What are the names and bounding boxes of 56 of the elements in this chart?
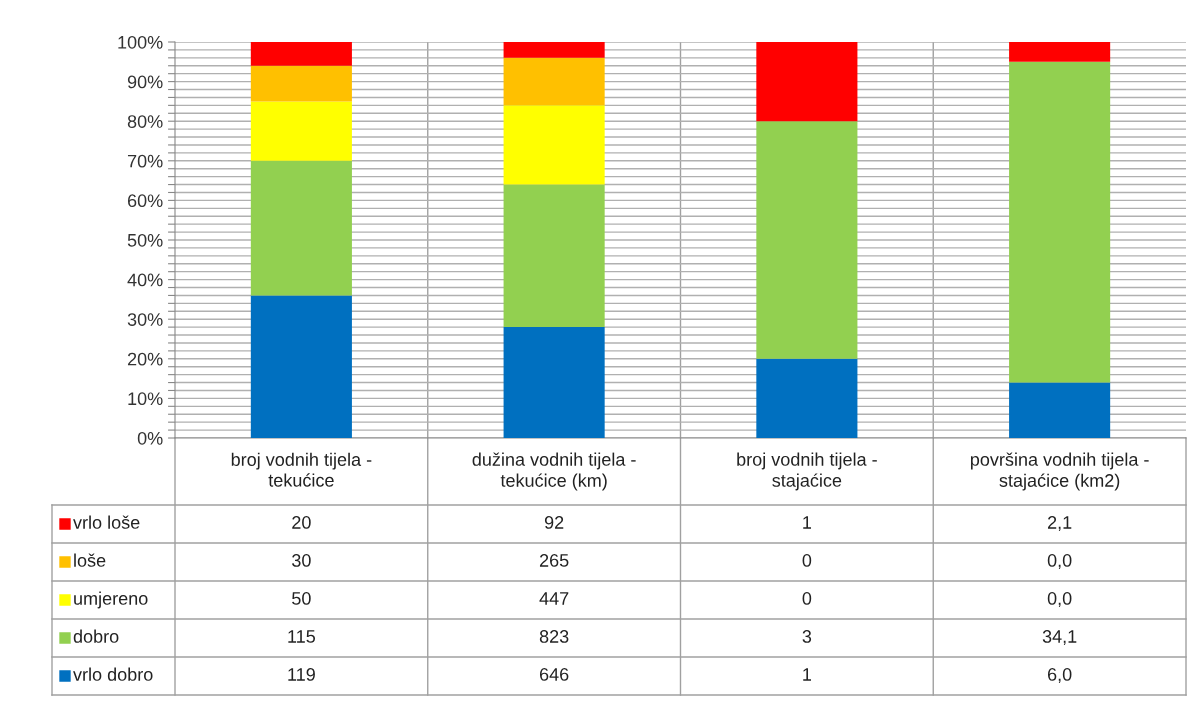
bar <box>756 42 858 122</box>
legend-label: vrlo loše <box>73 515 140 529</box>
y-tick-label: 70% <box>127 154 163 168</box>
x-tick-label: površina vodnih tijela - stajaćice (km2) <box>970 452 1149 491</box>
y-tick-label: 40% <box>127 273 163 287</box>
text: 265 <box>539 554 569 567</box>
text: 119 <box>288 668 315 681</box>
x-tick-label: broj vodnih tijela - tekućice <box>231 452 372 487</box>
text: 0,0 <box>1047 554 1072 569</box>
text: 34,1 <box>1042 630 1077 645</box>
bar <box>756 358 858 438</box>
legend-label: umjereno <box>74 591 148 609</box>
bar <box>503 184 605 328</box>
bar <box>503 57 605 106</box>
bar <box>250 295 352 438</box>
y-tick-label: 30% <box>127 313 163 326</box>
bar <box>1009 382 1111 438</box>
text: 115 <box>288 630 316 643</box>
text: 92 <box>544 516 564 529</box>
y-tick-label: 10% <box>128 392 163 406</box>
text: 0 <box>802 592 812 605</box>
y-tick-label: 80% <box>127 115 163 128</box>
text: 50 <box>292 592 311 605</box>
text: 0 <box>802 554 812 567</box>
legend-label: dobro <box>73 629 119 643</box>
bar <box>250 42 352 66</box>
y-tick-label: 60% <box>127 194 163 208</box>
bar <box>250 101 352 161</box>
y-tick-label: 50% <box>127 233 163 247</box>
text: 6,0 <box>1047 668 1072 683</box>
y-tick-label: 100% <box>118 35 163 49</box>
bar <box>250 65 352 102</box>
legend-label: loše <box>74 553 106 567</box>
text: 20 <box>292 516 311 529</box>
text: 1 <box>803 516 812 529</box>
text: 1 <box>803 668 812 681</box>
text: 3 <box>802 630 812 643</box>
bar <box>1009 42 1111 62</box>
text: 30 <box>292 554 311 567</box>
y-tick-label: 90% <box>127 75 163 89</box>
y-tick-label: 0% <box>137 431 163 445</box>
bar <box>250 160 352 296</box>
y-tick-label: 20% <box>127 352 163 366</box>
text: 2,1 <box>1047 516 1072 531</box>
x-tick-label: broj vodnih tijela - stajaćice <box>737 452 877 491</box>
bar <box>503 105 605 185</box>
bar <box>756 121 858 359</box>
bar <box>1009 61 1111 383</box>
legend-label: vrlo dobro <box>73 667 153 681</box>
text: 0,0 <box>1047 592 1072 607</box>
bar <box>503 327 605 438</box>
x-tick-label: dužina vodnih tijela - tekućice (km) <box>472 452 636 491</box>
text: 447 <box>539 592 569 605</box>
text: 823 <box>539 630 569 643</box>
text: 646 <box>539 668 569 681</box>
bar <box>503 42 605 58</box>
